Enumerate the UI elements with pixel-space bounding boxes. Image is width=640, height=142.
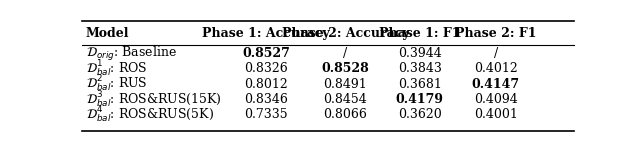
Text: 0.8528: 0.8528 xyxy=(321,62,369,76)
Text: Model: Model xyxy=(86,28,129,40)
Text: Phase 2: F1: Phase 2: F1 xyxy=(455,28,536,40)
Text: Phase 1: Accuracy: Phase 1: Accuracy xyxy=(202,28,330,40)
Text: 0.3944: 0.3944 xyxy=(398,47,442,60)
Text: $\mathcal{D}_{orig}$: Baseline: $\mathcal{D}_{orig}$: Baseline xyxy=(86,45,177,63)
Text: Phase 2: Accuracy: Phase 2: Accuracy xyxy=(282,28,409,40)
Text: 0.7335: 0.7335 xyxy=(244,108,288,121)
Text: 0.3620: 0.3620 xyxy=(398,108,442,121)
Text: 0.4094: 0.4094 xyxy=(474,93,518,106)
Text: 0.8326: 0.8326 xyxy=(244,62,288,76)
Text: Phase 1: F1: Phase 1: F1 xyxy=(379,28,461,40)
Text: /: / xyxy=(343,47,348,60)
Text: 0.4147: 0.4147 xyxy=(472,78,520,91)
Text: /: / xyxy=(493,47,498,60)
Text: 0.8012: 0.8012 xyxy=(244,78,288,91)
Text: 0.8527: 0.8527 xyxy=(242,47,290,60)
Text: $\mathcal{D}^{4}_{bal}$: ROS&RUS(5K): $\mathcal{D}^{4}_{bal}$: ROS&RUS(5K) xyxy=(86,105,214,125)
Text: 0.8491: 0.8491 xyxy=(323,78,367,91)
Text: 0.3681: 0.3681 xyxy=(398,78,442,91)
Text: $\mathcal{D}^{2}_{bal}$: RUS: $\mathcal{D}^{2}_{bal}$: RUS xyxy=(86,74,148,94)
Text: $\mathcal{D}^{1}_{bal}$: ROS: $\mathcal{D}^{1}_{bal}$: ROS xyxy=(86,59,147,79)
Text: $\mathcal{D}^{3}_{bal}$: ROS&RUS(15K): $\mathcal{D}^{3}_{bal}$: ROS&RUS(15K) xyxy=(86,89,222,110)
Text: 0.4179: 0.4179 xyxy=(396,93,444,106)
Text: 0.8454: 0.8454 xyxy=(323,93,367,106)
Text: 0.3843: 0.3843 xyxy=(398,62,442,76)
Text: 0.8346: 0.8346 xyxy=(244,93,288,106)
Text: 0.4001: 0.4001 xyxy=(474,108,518,121)
Text: 0.8066: 0.8066 xyxy=(323,108,367,121)
Text: 0.4012: 0.4012 xyxy=(474,62,518,76)
